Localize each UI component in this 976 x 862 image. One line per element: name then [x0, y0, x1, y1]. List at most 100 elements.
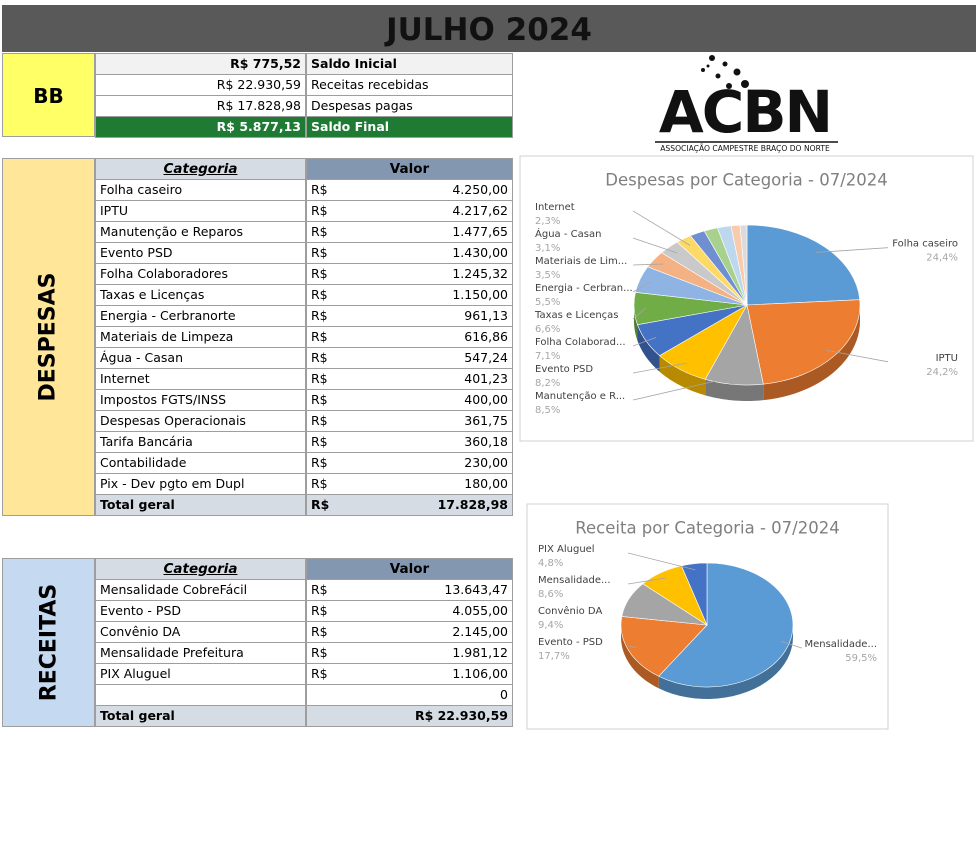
- leader-line: [627, 645, 637, 649]
- category-cell: Impostos FGTS/INSS: [95, 389, 306, 411]
- pie-slice: [746, 299, 861, 385]
- currency-cell: R$: [306, 431, 366, 453]
- currency-cell: R$: [306, 410, 366, 432]
- bb-value: R$ 775,52: [95, 53, 306, 75]
- currency-cell: R$: [306, 452, 366, 474]
- category-cell: Mensalidade CobreFácil: [95, 579, 306, 601]
- data-label-value: 5,5%: [535, 297, 560, 308]
- data-label-value: 7,1%: [535, 351, 560, 362]
- data-label-value: 24,4%: [926, 253, 958, 264]
- data-label-value: 24,2%: [926, 367, 958, 378]
- currency-cell: R$: [306, 263, 366, 285]
- category-cell: Manutenção e Reparos: [95, 221, 306, 243]
- category-cell: Contabilidade: [95, 452, 306, 474]
- data-label-name: Energia - Cerbran...: [535, 283, 633, 294]
- category-cell: Evento - PSD: [95, 600, 306, 622]
- value-cell: 961,13: [365, 305, 513, 327]
- data-label-value: 3,5%: [535, 270, 560, 281]
- chart-title: Receita por Categoria - 07/2024: [575, 519, 839, 538]
- leader-line: [826, 349, 889, 363]
- pie-slice: [681, 562, 708, 626]
- data-label-name: Convênio DA: [538, 605, 602, 617]
- category-cell: Despesas Operacionais: [95, 410, 306, 432]
- leader-line: [627, 601, 638, 616]
- currency-cell: R$: [306, 242, 366, 264]
- pie-slice: [658, 562, 794, 688]
- currency-cell: R$: [306, 368, 366, 390]
- logo-dot: [741, 80, 749, 88]
- value-cell: 230,00: [365, 452, 513, 474]
- leader-line: [627, 577, 666, 585]
- value-cell: 4.055,00: [365, 600, 513, 622]
- leader-line: [816, 247, 889, 253]
- value-cell: 616,86: [365, 326, 513, 348]
- leader-line: [632, 237, 677, 254]
- currency-cell: R$: [306, 179, 366, 201]
- currency-cell: R$: [306, 600, 366, 622]
- value-cell: 0: [365, 684, 513, 706]
- value-cell: 1.106,00: [365, 663, 513, 685]
- pie-slice: [620, 616, 708, 677]
- despesas-section-label-text: DESPESAS: [35, 272, 61, 402]
- data-label-name: PIX Aluguel: [538, 544, 595, 555]
- bb-label-cell: Despesas pagas: [306, 95, 513, 117]
- currency-cell: R$: [306, 389, 366, 411]
- currency-cell: R$: [306, 200, 366, 222]
- data-label-value: 17,7%: [538, 651, 570, 662]
- data-label-name: Internet: [535, 202, 575, 213]
- value-cell: 180,00: [365, 473, 513, 495]
- value-cell: 13.643,47: [365, 579, 513, 601]
- logo-text: ACBN: [659, 78, 831, 146]
- total-value: R$ 22.930,59: [306, 705, 513, 727]
- slice-side: [658, 625, 793, 699]
- category-cell: Convênio DA: [95, 621, 306, 643]
- slice-side: [634, 305, 638, 341]
- data-label-name: Água - Casan: [535, 227, 601, 240]
- category-cell: Folha Colaboradores: [95, 263, 306, 285]
- data-label-name: Folha caseiro: [892, 239, 958, 250]
- value-cell: 1.150,00: [365, 284, 513, 306]
- currency-cell: R$: [306, 305, 366, 327]
- slice-side: [705, 379, 764, 401]
- leader-line: [627, 552, 696, 571]
- data-label-name: Mensalidade...: [538, 575, 611, 586]
- leader-line: [632, 337, 657, 347]
- data-label-name: IPTU: [936, 353, 958, 364]
- receitas-section-label: RECEITAS: [2, 558, 95, 727]
- category-cell: Tarifa Bancária: [95, 431, 306, 453]
- slice-side: [659, 355, 706, 396]
- data-label-value: 9,4%: [538, 620, 563, 631]
- logo-subtitle: ASSOCIAÇÃO CAMPESTRE BRAÇO DO NORTE: [660, 144, 830, 153]
- bb-label-cell: Receitas recebidas: [306, 74, 513, 96]
- category-cell: [95, 684, 306, 706]
- value-cell: 4.250,00: [365, 179, 513, 201]
- column-header: Categoria: [95, 558, 306, 580]
- data-label-name: Folha Colaborad...: [535, 337, 626, 348]
- logo-dot: [701, 68, 705, 72]
- total-currency: R$: [306, 494, 366, 516]
- currency-cell: [306, 684, 366, 706]
- leader-line: [632, 210, 691, 246]
- category-cell: Mensalidade Prefeitura: [95, 642, 306, 664]
- logo-dot: [715, 73, 721, 79]
- data-label-name: Evento - PSD: [538, 637, 603, 648]
- total-value: 17.828,98: [365, 494, 513, 516]
- bb-label-cell: Saldo Inicial: [306, 53, 513, 75]
- leader-line: [780, 641, 803, 649]
- data-label-value: 8,5%: [535, 405, 560, 416]
- logo-dot: [733, 68, 741, 76]
- category-cell: Taxas e Licenças: [95, 284, 306, 306]
- logo-dot: [709, 55, 715, 61]
- value-cell: 401,23: [365, 368, 513, 390]
- data-label-name: Taxas e Licenças: [534, 310, 619, 321]
- data-label-name: Materiais de Lim...: [535, 256, 627, 267]
- currency-cell: R$: [306, 579, 366, 601]
- value-cell: 1.477,65: [365, 221, 513, 243]
- currency-cell: R$: [306, 473, 366, 495]
- page-title: JULHO 2024: [2, 5, 976, 52]
- chart-title: Despesas por Categoria - 07/2024: [605, 171, 888, 190]
- data-label-value: 6,6%: [535, 324, 560, 335]
- logo-dot: [726, 83, 732, 89]
